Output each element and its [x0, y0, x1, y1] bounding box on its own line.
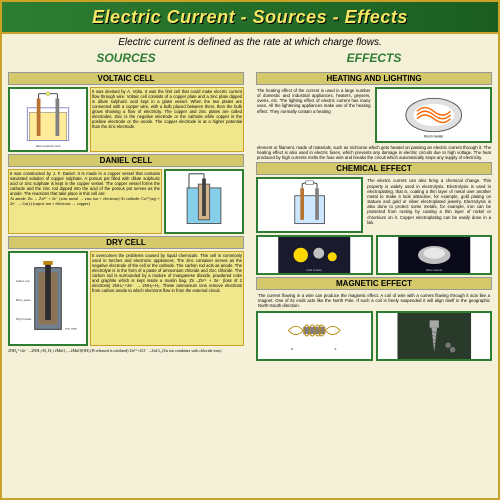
svg-text:S: S	[334, 347, 336, 351]
content-area: VOLTAIC CELL dilute sulphuric acid	[2, 69, 498, 489]
daniel-text: It was constructed by J. F. Daniel. It i…	[8, 169, 162, 234]
jewelry-photo: Gold Jewelry	[256, 235, 373, 275]
svg-text:carbon rod: carbon rod	[16, 279, 30, 283]
header-sources: SOURCES	[2, 51, 250, 69]
heating-text-rest: element or filament, made of materials, …	[256, 144, 492, 161]
daniel-diagram	[164, 169, 244, 234]
dry-diagram: carbon rod MnO₂ paste NH₄Cl paste zinc c…	[8, 251, 88, 346]
subtitle: Electric current is defined as the rate …	[2, 34, 498, 51]
dry-text: It overcomes the problems caused by liqu…	[90, 251, 244, 346]
header-effects: EFFECTS	[250, 51, 498, 69]
educational-chart: Electric Current - Sources - Effects Ele…	[0, 0, 500, 500]
column-headers: SOURCES EFFECTS	[2, 51, 498, 69]
magnetic-row: NS	[256, 311, 492, 361]
dry-box: carbon rod MnO₂ paste NH₄Cl paste zinc c…	[8, 251, 244, 346]
chart-title: Electric Current - Sources - Effects	[92, 7, 408, 28]
coil-diagram: NS	[256, 311, 373, 361]
chemical-photos: Gold Jewelry Silver Jewelry	[256, 235, 492, 275]
voltaic-box: dilute sulphuric acid It was devised by …	[8, 87, 244, 152]
silver-photo: Silver Jewelry	[376, 235, 493, 275]
screw-photo	[376, 311, 493, 361]
heater-image: Room Heater	[375, 87, 493, 143]
svg-text:zinc case: zinc case	[65, 326, 77, 330]
daniel-title: DANIEL CELL	[8, 154, 244, 167]
dry-title: DRY CELL	[8, 236, 244, 249]
svg-text:NH₄Cl paste: NH₄Cl paste	[16, 317, 32, 321]
voltaic-text: It was devised by A. Volta. It was the f…	[90, 87, 244, 152]
svg-text:Room Heater: Room Heater	[424, 134, 444, 138]
svg-text:N: N	[291, 347, 293, 351]
sources-column: VOLTAIC CELL dilute sulphuric acid	[2, 69, 250, 489]
chemical-text: The electric current can also bring a ch…	[366, 177, 492, 233]
svg-text:dilute sulphuric acid: dilute sulphuric acid	[36, 144, 61, 148]
heating-title: HEATING AND LIGHTING	[256, 72, 492, 85]
chemical-row: The electric current can also bring a ch…	[256, 177, 492, 233]
magnetic-title: MAGNETIC EFFECT	[256, 277, 492, 290]
magnetic-text: The current flowing in a wire can produc…	[252, 291, 496, 310]
voltaic-diagram: dilute sulphuric acid	[8, 87, 88, 152]
svg-text:Silver Jewelry: Silver Jewelry	[425, 269, 442, 273]
chemical-title: CHEMICAL EFFECT	[256, 162, 492, 175]
heating-row: The heating effect of the current is use…	[256, 87, 492, 143]
svg-text:MnO₂ paste: MnO₂ paste	[16, 298, 31, 302]
dry-formula: 2NH₄⁺+2e⁻→2NH₃+H₂ H₂+2MnO₂→2MnO(OH) (H r…	[4, 347, 248, 354]
heating-text-top: The heating effect of the current is use…	[256, 87, 372, 143]
effects-column: HEATING AND LIGHTING The heating effect …	[250, 69, 498, 489]
svg-text:Gold Jewelry: Gold Jewelry	[306, 269, 322, 273]
daniel-box: It was constructed by J. F. Daniel. It i…	[8, 169, 244, 234]
title-bar: Electric Current - Sources - Effects	[2, 2, 498, 34]
voltaic-title: VOLTAIC CELL	[8, 72, 244, 85]
chemical-diagram	[256, 177, 363, 233]
